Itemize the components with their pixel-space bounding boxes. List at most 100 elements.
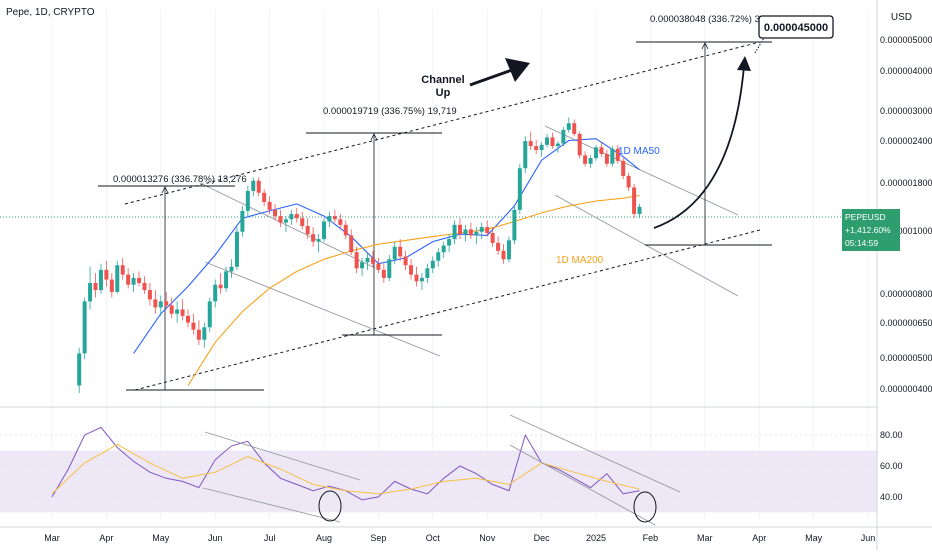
candle-body: [153, 299, 158, 308]
rsi-circle: [318, 490, 342, 522]
candle-body: [267, 201, 272, 210]
candle-body: [392, 246, 397, 260]
candle-body: [626, 175, 631, 188]
candle-body: [458, 224, 462, 235]
candle-body: [349, 235, 354, 253]
descending-channel-line: [199, 182, 376, 269]
candle-body: [202, 327, 207, 340]
rsi-tick-label: 40.00: [880, 492, 903, 502]
candle-body: [207, 301, 212, 328]
candle-body: [534, 146, 539, 150]
target-connector: [754, 35, 766, 54]
price-tag-change: +1,412.60%: [845, 225, 891, 235]
candle-body: [604, 153, 609, 164]
candle-body: [283, 219, 288, 223]
y-tick-label: 0.0000010000: [880, 226, 932, 236]
rsi-tick-label: 80.00: [880, 430, 903, 440]
candle-body: [398, 246, 403, 257]
channel-arrow-shaft: [469, 68, 513, 87]
y-tick-label: 0.0000030000: [880, 106, 932, 116]
candle-body: [240, 210, 245, 232]
x-tick-label: Feb: [643, 533, 659, 543]
measure-label-1: 0.000013276 (336.78%) 13,276: [113, 174, 247, 185]
candle-body: [82, 301, 87, 354]
candle-body: [583, 155, 588, 164]
target-value: 0.000045000: [764, 22, 828, 34]
candle-body: [468, 229, 473, 236]
price-tag-countdown: 05:14:59: [845, 238, 879, 248]
candle-body: [300, 218, 305, 226]
candle-body: [137, 277, 142, 283]
candle-body: [512, 209, 517, 241]
candle-body: [387, 259, 392, 278]
candle-body: [262, 192, 267, 202]
candle-body: [545, 137, 550, 145]
candle-body: [381, 269, 386, 278]
last-price-tag: PEPEUSD +1,412.60% 05:14:59: [842, 209, 900, 251]
candle-body: [180, 309, 185, 316]
candle-body: [490, 232, 495, 243]
candle-body: [131, 277, 136, 285]
candle-body: [414, 274, 419, 282]
x-tick-label: Apr: [99, 533, 113, 543]
x-tick-label: Nov: [479, 533, 496, 543]
rsi-trend-line: [509, 414, 681, 493]
rsi-trend-line: [202, 487, 341, 523]
candle-body: [594, 147, 598, 159]
candle-body: [430, 260, 435, 269]
candle-body: [196, 329, 201, 340]
candle-body: [294, 213, 299, 219]
candle-body: [577, 133, 582, 156]
candle-body: [621, 160, 626, 176]
candle-body: [452, 224, 457, 240]
candle-body: [365, 257, 370, 263]
channel-label-line2: Up: [436, 87, 451, 99]
candle-body: [88, 282, 93, 302]
rsi-tick-label: 60.00: [880, 461, 903, 471]
candle-body: [572, 123, 577, 134]
candle-body: [316, 239, 321, 242]
y-tick-label: 0.0000006500: [880, 318, 932, 328]
candle-body: [474, 231, 479, 236]
candle-body: [496, 242, 501, 251]
candle-body: [142, 282, 147, 291]
candle-body: [517, 168, 522, 210]
ma-line: [187, 194, 640, 386]
candle-body: [338, 219, 343, 225]
candle-body: [566, 123, 571, 130]
candle-body: [479, 227, 484, 232]
candle-body: [234, 231, 239, 267]
y-tick-label: 0.0000004000: [880, 384, 932, 394]
descending-channel-line: [544, 125, 739, 216]
candle-body: [147, 290, 152, 300]
projection-curve: [653, 65, 745, 229]
candle-body: [164, 301, 169, 306]
x-tick-label: Mar: [697, 533, 713, 543]
y-tick-label: 0.0000008000: [880, 289, 932, 299]
candle-body: [463, 229, 468, 235]
rsi-circle: [633, 491, 657, 523]
ma200-label: 1D MA200: [556, 255, 604, 266]
candle-body: [278, 216, 283, 223]
candle-body: [332, 216, 337, 220]
x-tick-label: Oct: [426, 533, 441, 543]
candle-body: [175, 309, 180, 314]
candle-body: [436, 252, 441, 261]
candle-body: [615, 148, 620, 161]
candle-body: [256, 180, 261, 193]
candle-body: [327, 216, 332, 222]
target-box[interactable]: 0.000045000: [758, 15, 834, 39]
candle-body: [289, 213, 294, 220]
x-tick-label: Jun: [208, 533, 223, 543]
candle-body: [501, 250, 506, 260]
x-tick-label: 2025: [586, 533, 606, 543]
x-tick-label: May: [152, 533, 170, 543]
candle-body: [251, 180, 256, 191]
candle-body: [109, 279, 114, 292]
moving-averages: [133, 138, 640, 386]
candle-body: [599, 147, 604, 154]
measure-arrow: [701, 42, 709, 50]
candle-body: [425, 268, 430, 278]
x-tick-label: Mar: [44, 533, 60, 543]
